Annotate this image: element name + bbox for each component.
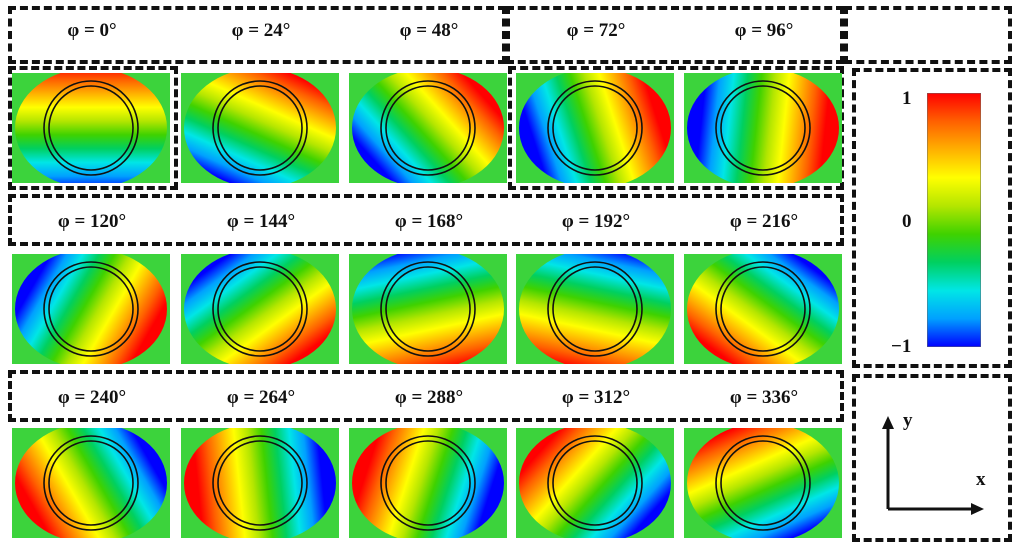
field-gradient — [184, 254, 336, 364]
inner-ring — [720, 85, 806, 171]
outer-ring — [380, 261, 476, 357]
outer-ring — [547, 80, 643, 176]
frame-colorbar — [852, 68, 1012, 368]
outer-ring — [715, 435, 811, 531]
outer-ring — [212, 80, 308, 176]
field-gradient — [352, 428, 504, 538]
colorbar-mid-label: 0 — [902, 211, 912, 232]
colorbar-min-label: −1 — [891, 336, 912, 357]
outer-ring — [212, 435, 308, 531]
field-gradient — [15, 254, 167, 364]
field-gradient — [519, 254, 671, 364]
field-map — [516, 428, 674, 538]
panel-label: φ = 168° — [394, 211, 464, 232]
field-map — [12, 254, 170, 364]
field-gradient — [352, 254, 504, 364]
field-map — [349, 428, 507, 538]
field-map — [349, 254, 507, 364]
panel-label: φ = 24° — [231, 20, 291, 41]
field-gradient — [15, 428, 167, 538]
panel-label: φ = 336° — [729, 387, 799, 408]
x-axis-label: x — [976, 469, 986, 490]
outer-ring — [43, 435, 139, 531]
outer-ring — [380, 435, 476, 531]
inner-ring — [552, 440, 638, 526]
frame-row1-images-right — [508, 66, 844, 190]
field-gradient — [519, 428, 671, 538]
panel-label: φ = 96° — [734, 20, 794, 41]
field-gradient — [184, 428, 336, 538]
inner-ring — [48, 85, 134, 171]
frame-row1-images-left — [8, 66, 178, 190]
field-map — [181, 73, 339, 183]
x-arrowhead-icon — [971, 503, 984, 515]
frame-row2-labels — [8, 194, 844, 246]
panel-label: φ = 48° — [399, 20, 459, 41]
inner-ring — [552, 266, 638, 352]
frame-row3-labels — [8, 370, 844, 422]
frame-row1-labels-right — [506, 6, 844, 64]
y-axis-label: y — [903, 410, 913, 431]
panel-label: φ = 312° — [561, 387, 631, 408]
inner-ring — [48, 266, 134, 352]
frame-axes — [852, 374, 1012, 542]
field-gradient — [687, 428, 839, 538]
field-map — [684, 428, 842, 538]
field-map — [684, 254, 842, 364]
field-map — [516, 254, 674, 364]
panel-label: φ = 72° — [566, 20, 626, 41]
field-map — [349, 73, 507, 183]
inner-ring — [552, 85, 638, 171]
panel-label: φ = 240° — [57, 387, 127, 408]
outer-ring — [43, 80, 139, 176]
colorbar-gradient — [926, 92, 982, 348]
field-gradient — [184, 73, 336, 183]
field-map — [12, 428, 170, 538]
field-gradient — [519, 73, 671, 183]
inner-ring — [217, 85, 303, 171]
field-gradient — [687, 73, 839, 183]
coordinate-axes — [882, 416, 984, 515]
inner-ring — [720, 266, 806, 352]
field-gradient — [687, 254, 839, 364]
inner-ring — [217, 440, 303, 526]
colorbar-max-label: 1 — [902, 88, 912, 109]
outer-ring — [547, 261, 643, 357]
panel-label: φ = 0° — [67, 20, 117, 41]
inner-ring — [48, 440, 134, 526]
outer-ring — [547, 435, 643, 531]
inner-ring — [385, 85, 471, 171]
panel-label: φ = 192° — [561, 211, 631, 232]
outer-ring — [380, 80, 476, 176]
y-arrowhead-icon — [882, 416, 894, 429]
inner-ring — [720, 440, 806, 526]
inner-ring — [217, 266, 303, 352]
panel-label: φ = 216° — [729, 211, 799, 232]
panel-label: φ = 288° — [394, 387, 464, 408]
inner-ring — [385, 266, 471, 352]
field-gradient — [15, 73, 167, 183]
field-map — [516, 73, 674, 183]
inner-ring — [385, 440, 471, 526]
field-gradient — [352, 73, 504, 183]
outer-ring — [715, 261, 811, 357]
panel-label: φ = 120° — [57, 211, 127, 232]
frame-row1-labels-left — [8, 6, 506, 64]
field-map — [181, 428, 339, 538]
frame-top-right — [844, 6, 1012, 64]
outer-ring — [43, 261, 139, 357]
outer-ring — [715, 80, 811, 176]
colorbar — [926, 92, 982, 348]
field-map — [181, 254, 339, 364]
panel-label: φ = 264° — [226, 387, 296, 408]
field-map — [12, 73, 170, 183]
panel-label: φ = 144° — [226, 211, 296, 232]
outer-ring — [212, 261, 308, 357]
field-map — [684, 73, 842, 183]
